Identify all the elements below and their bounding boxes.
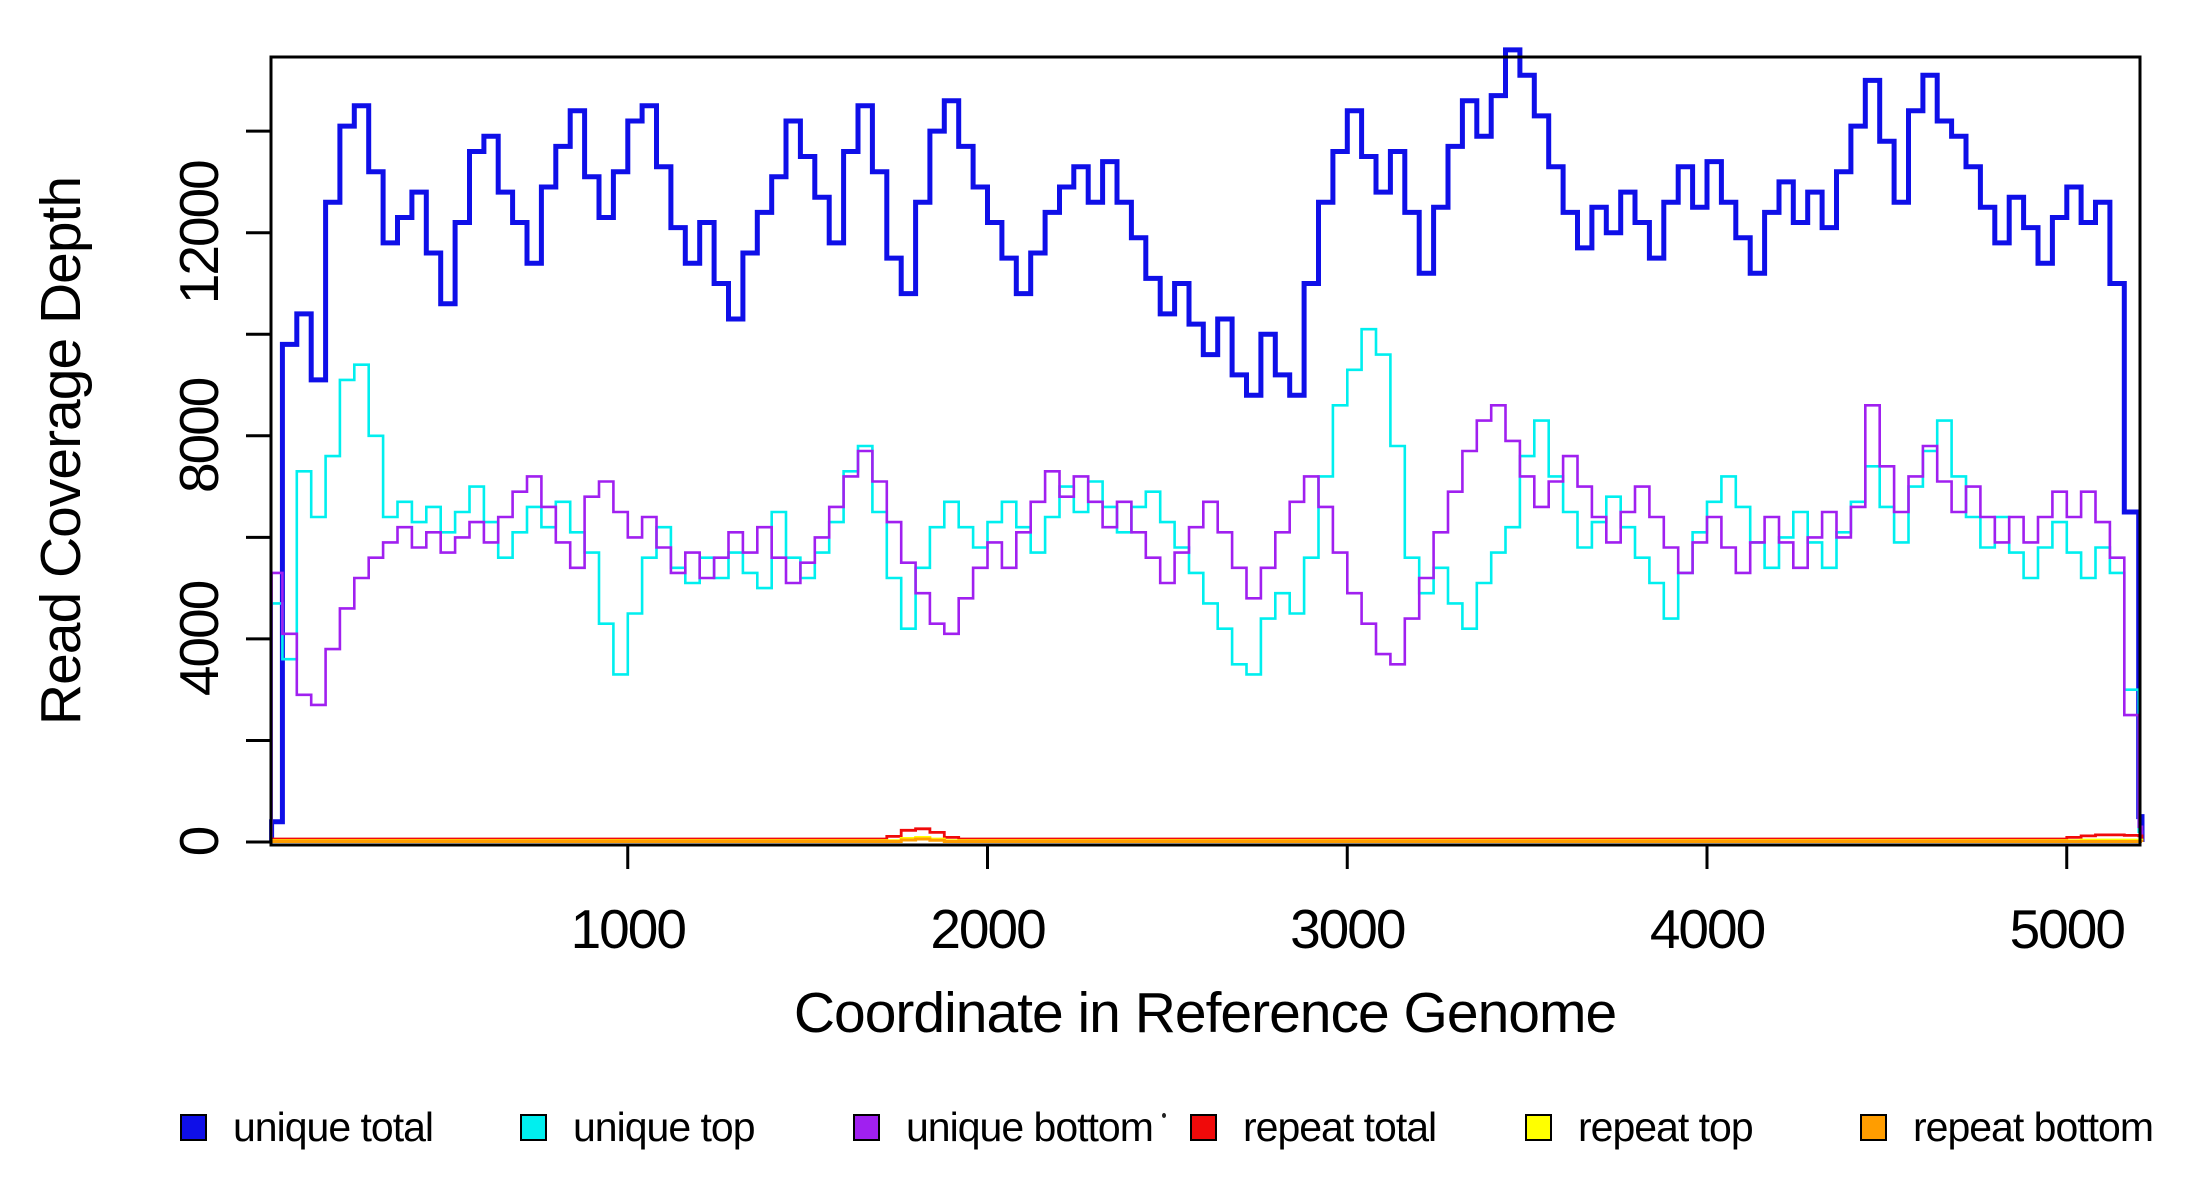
repeat-bottom-swatch: [1860, 1113, 1887, 1141]
repeat-top-label: repeat top: [1578, 1104, 1754, 1150]
legend-item-repeat-bottom: repeat bottom: [1860, 1104, 2154, 1150]
y-tick-label: 0: [168, 827, 230, 856]
plot-box: [269, 55, 2142, 847]
legend-item-unique-total: unique total: [180, 1104, 434, 1150]
series-repeat-total: [270, 827, 2144, 842]
x-tick-label: 1000: [571, 898, 686, 960]
x-tick-label: 2000: [930, 898, 1045, 960]
y-axis-title: Read Coverage Depth: [29, 177, 93, 725]
series-unique-top: [270, 327, 2144, 842]
y-tick-label: 4000: [168, 581, 230, 696]
y-tick-label: 12000: [168, 161, 230, 304]
unique-bottom-label: unique bottom: [906, 1104, 1154, 1150]
unique-top-swatch: [520, 1113, 547, 1141]
x-tick-label: 3000: [1290, 898, 1405, 960]
legend-artifact-dot: [1162, 1113, 1166, 1118]
y-tick-label: 8000: [168, 378, 230, 493]
x-tick-label: 5000: [2010, 898, 2125, 960]
repeat-total-label: repeat total: [1243, 1104, 1437, 1150]
plot-canvas: 1000 2000 3000 4000 5000 0 4000 8000 12000 Coor…: [29, 47, 2145, 1045]
unique-bottom-swatch: [853, 1113, 880, 1141]
legend-item-repeat-top: repeat top: [1525, 1104, 1754, 1150]
repeat-top-swatch: [1525, 1113, 1552, 1141]
series-repeat-bottom: [270, 837, 2144, 843]
unique-total-label: unique total: [233, 1104, 434, 1150]
repeat-total-swatch: [1190, 1113, 1217, 1141]
legend-item-repeat-total: repeat total: [1190, 1104, 1437, 1150]
x-tick-label: 4000: [1650, 898, 1765, 960]
y-axis: 0 4000 8000 12000: [168, 129, 271, 856]
legend-item-unique-bottom: unique bottom: [853, 1104, 1154, 1150]
x-axis: 1000 2000 3000 4000 5000: [571, 845, 2126, 960]
series-layer: [269, 47, 2145, 843]
series-unique-bottom: [270, 404, 2144, 842]
series-unique-total: [269, 47, 2145, 842]
x-axis-title: Coordinate in Reference Genome: [794, 981, 1616, 1045]
legend-item-unique-top: unique top: [520, 1104, 756, 1150]
unique-top-label: unique top: [573, 1104, 756, 1150]
unique-total-swatch: [180, 1113, 207, 1141]
repeat-bottom-label: repeat bottom: [1913, 1104, 2154, 1150]
